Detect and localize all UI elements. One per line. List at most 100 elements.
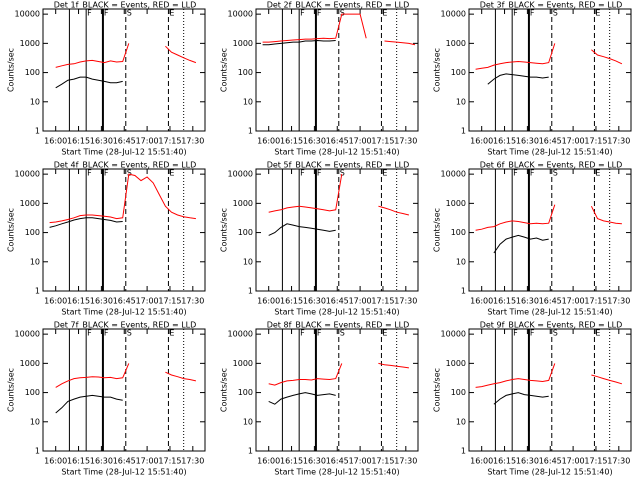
x-tick-label: 17:15	[158, 297, 181, 306]
marker-label: S	[553, 329, 558, 338]
marker-label: S	[553, 9, 558, 18]
chart-title: Det 8f_BLACK = Events, RED = LLD	[267, 321, 410, 330]
x-tick-label: 16:45	[326, 137, 349, 146]
y-tick-label: 100	[25, 228, 40, 237]
marker-label: E	[595, 329, 600, 338]
series-line	[262, 13, 416, 46]
y-tick-label: 100	[451, 68, 466, 77]
y-axis-label: Counts/sec	[220, 368, 229, 412]
marker-label: E	[382, 329, 387, 338]
y-tick-label: 1000	[446, 199, 466, 208]
y-tick-label: 100	[238, 388, 253, 397]
marker-label: E	[382, 9, 387, 18]
x-tick-label: 16:00	[257, 297, 280, 306]
x-tick-label: 17:15	[584, 137, 607, 146]
y-axis-label: Counts/sec	[220, 48, 229, 92]
marker-label: S	[340, 329, 345, 338]
marker-label: S	[127, 9, 132, 18]
x-tick-label: 16:00	[44, 297, 67, 306]
y-tick-label: 1000	[20, 359, 40, 368]
y-tick-label: 10000	[15, 330, 40, 339]
x-tick-label: 16:00	[470, 137, 493, 146]
plot-frame	[468, 8, 632, 132]
chart-title: Det 1f_BLACK = Events, RED = LLD	[54, 1, 197, 10]
x-tick-label: 16:45	[113, 137, 136, 146]
x-axis-label: Start Time (28-Jul-12 15:51:40)	[61, 468, 186, 477]
y-tick-label: 10	[456, 257, 466, 266]
x-axis-label: Start Time (28-Jul-12 15:51:40)	[61, 308, 186, 317]
x-tick-label: 16:15	[67, 297, 90, 306]
x-tick-label: 17:00	[562, 297, 585, 306]
y-tick-label: 1	[248, 287, 253, 296]
y-tick-label: 100	[451, 228, 466, 237]
y-tick-label: 100	[25, 388, 40, 397]
y-tick-label: 1000	[20, 199, 40, 208]
marker-label: F	[317, 329, 322, 338]
y-axis-label: Counts/sec	[220, 208, 229, 252]
y-tick-label: 10000	[441, 170, 466, 179]
x-tick-label: 17:15	[371, 457, 394, 466]
x-tick-label: 16:30	[90, 457, 113, 466]
y-tick-label: 10000	[228, 170, 253, 179]
marker-label: F	[104, 169, 109, 178]
marker-label: E	[382, 169, 387, 178]
series-line	[493, 392, 549, 405]
chart-title: Det 5f_BLACK = Events, RED = LLD	[267, 161, 410, 170]
y-tick-label: 10000	[15, 170, 40, 179]
x-tick-label: 16:00	[470, 457, 493, 466]
marker-label: E	[595, 169, 600, 178]
x-tick-label: 16:30	[303, 297, 326, 306]
series-line	[55, 43, 197, 68]
series-line	[49, 217, 123, 228]
x-tick-label: 17:30	[181, 457, 204, 466]
chart-title: Det 9f_BLACK = Events, RED = LLD	[480, 321, 623, 330]
x-tick-label: 16:45	[326, 457, 349, 466]
plot-frame	[255, 328, 419, 452]
y-tick-label: 10000	[441, 10, 466, 19]
plot-frame	[255, 8, 419, 132]
x-tick-label: 16:45	[326, 297, 349, 306]
series-line	[268, 174, 410, 216]
chart-title: Det 7f_BLACK = Events, RED = LLD	[54, 321, 197, 330]
marker-label: F	[300, 329, 305, 338]
y-tick-label: 100	[238, 68, 253, 77]
y-tick-label: 1	[35, 447, 40, 456]
y-tick-label: 1	[35, 287, 40, 296]
series-line	[475, 204, 622, 231]
x-tick-label: 17:15	[371, 137, 394, 146]
x-tick-label: 16:30	[516, 137, 539, 146]
y-tick-label: 10	[243, 97, 253, 106]
series-line	[268, 223, 336, 236]
y-axis-label: Counts/sec	[7, 368, 16, 412]
series-line	[268, 392, 336, 405]
x-tick-label: 16:30	[303, 137, 326, 146]
marker-label: F	[317, 9, 322, 18]
chart-title: Det 4f_BLACK = Events, RED = LLD	[54, 161, 197, 170]
marker-label: F	[513, 329, 518, 338]
y-axis-label: Counts/sec	[7, 48, 16, 92]
x-tick-label: 16:30	[516, 297, 539, 306]
series-line	[475, 43, 623, 70]
y-tick-label: 10	[30, 97, 40, 106]
plot-frame	[468, 328, 632, 452]
x-tick-label: 17:30	[394, 297, 417, 306]
y-tick-label: 10	[456, 417, 466, 426]
y-tick-label: 10000	[441, 330, 466, 339]
marker-label: S	[553, 169, 558, 178]
chart-title: Det 2f_BLACK = Events, RED = LLD	[267, 1, 410, 10]
x-tick-label: 16:15	[67, 457, 90, 466]
y-tick-label: 10	[456, 97, 466, 106]
y-tick-label: 1	[35, 127, 40, 136]
series-line	[475, 363, 623, 388]
x-tick-label: 16:30	[90, 137, 113, 146]
x-tick-label: 16:00	[257, 137, 280, 146]
plot-frame	[42, 8, 206, 132]
y-tick-label: 10	[30, 257, 40, 266]
marker-label: S	[340, 9, 345, 18]
x-tick-label: 16:30	[516, 457, 539, 466]
y-tick-label: 10000	[228, 330, 253, 339]
x-tick-label: 16:15	[493, 297, 516, 306]
series-line	[262, 39, 336, 46]
